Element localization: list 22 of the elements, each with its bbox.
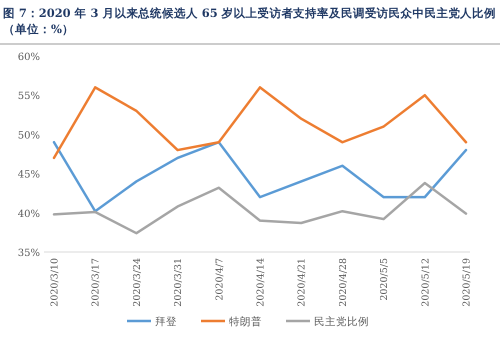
x-tick-label: 2020/3/17 — [90, 258, 102, 307]
x-tick-label: 2020/3/10 — [50, 258, 60, 307]
x-tick-label: 2020/5/19 — [462, 258, 472, 307]
y-tick-label: 40% — [18, 208, 40, 220]
legend-label: 拜登 — [155, 316, 177, 328]
y-tick-label: 50% — [18, 130, 40, 142]
y-tick-label: 60% — [18, 52, 40, 63]
x-tick-label: 2020/3/24 — [132, 258, 143, 307]
x-tick-label: 2020/4/7 — [214, 258, 226, 301]
y-tick-label: 45% — [18, 170, 40, 181]
x-tick-label: 2020/4/28 — [338, 258, 349, 307]
y-tick-label: 55% — [18, 91, 40, 102]
legend-label: 特朗普 — [229, 315, 262, 328]
y-tick-label: 35% — [18, 248, 40, 259]
x-tick-label: 2020/4/21 — [296, 258, 308, 307]
x-tick-label: 2020/3/31 — [173, 258, 184, 307]
legend-label: 民主党比例 — [314, 315, 369, 328]
x-tick-label: 2020/4/14 — [256, 258, 266, 307]
x-tick-label: 2020/5/5 — [379, 258, 390, 301]
x-tick-label: 2020/5/12 — [420, 258, 432, 307]
title: 图 7：2020 年 3 月以来总统候选人 65 岁以上受访者支持率及民调受访民众中民主党人比例 — [3, 6, 500, 20]
subtitle: （单位：%） — [3, 22, 74, 36]
